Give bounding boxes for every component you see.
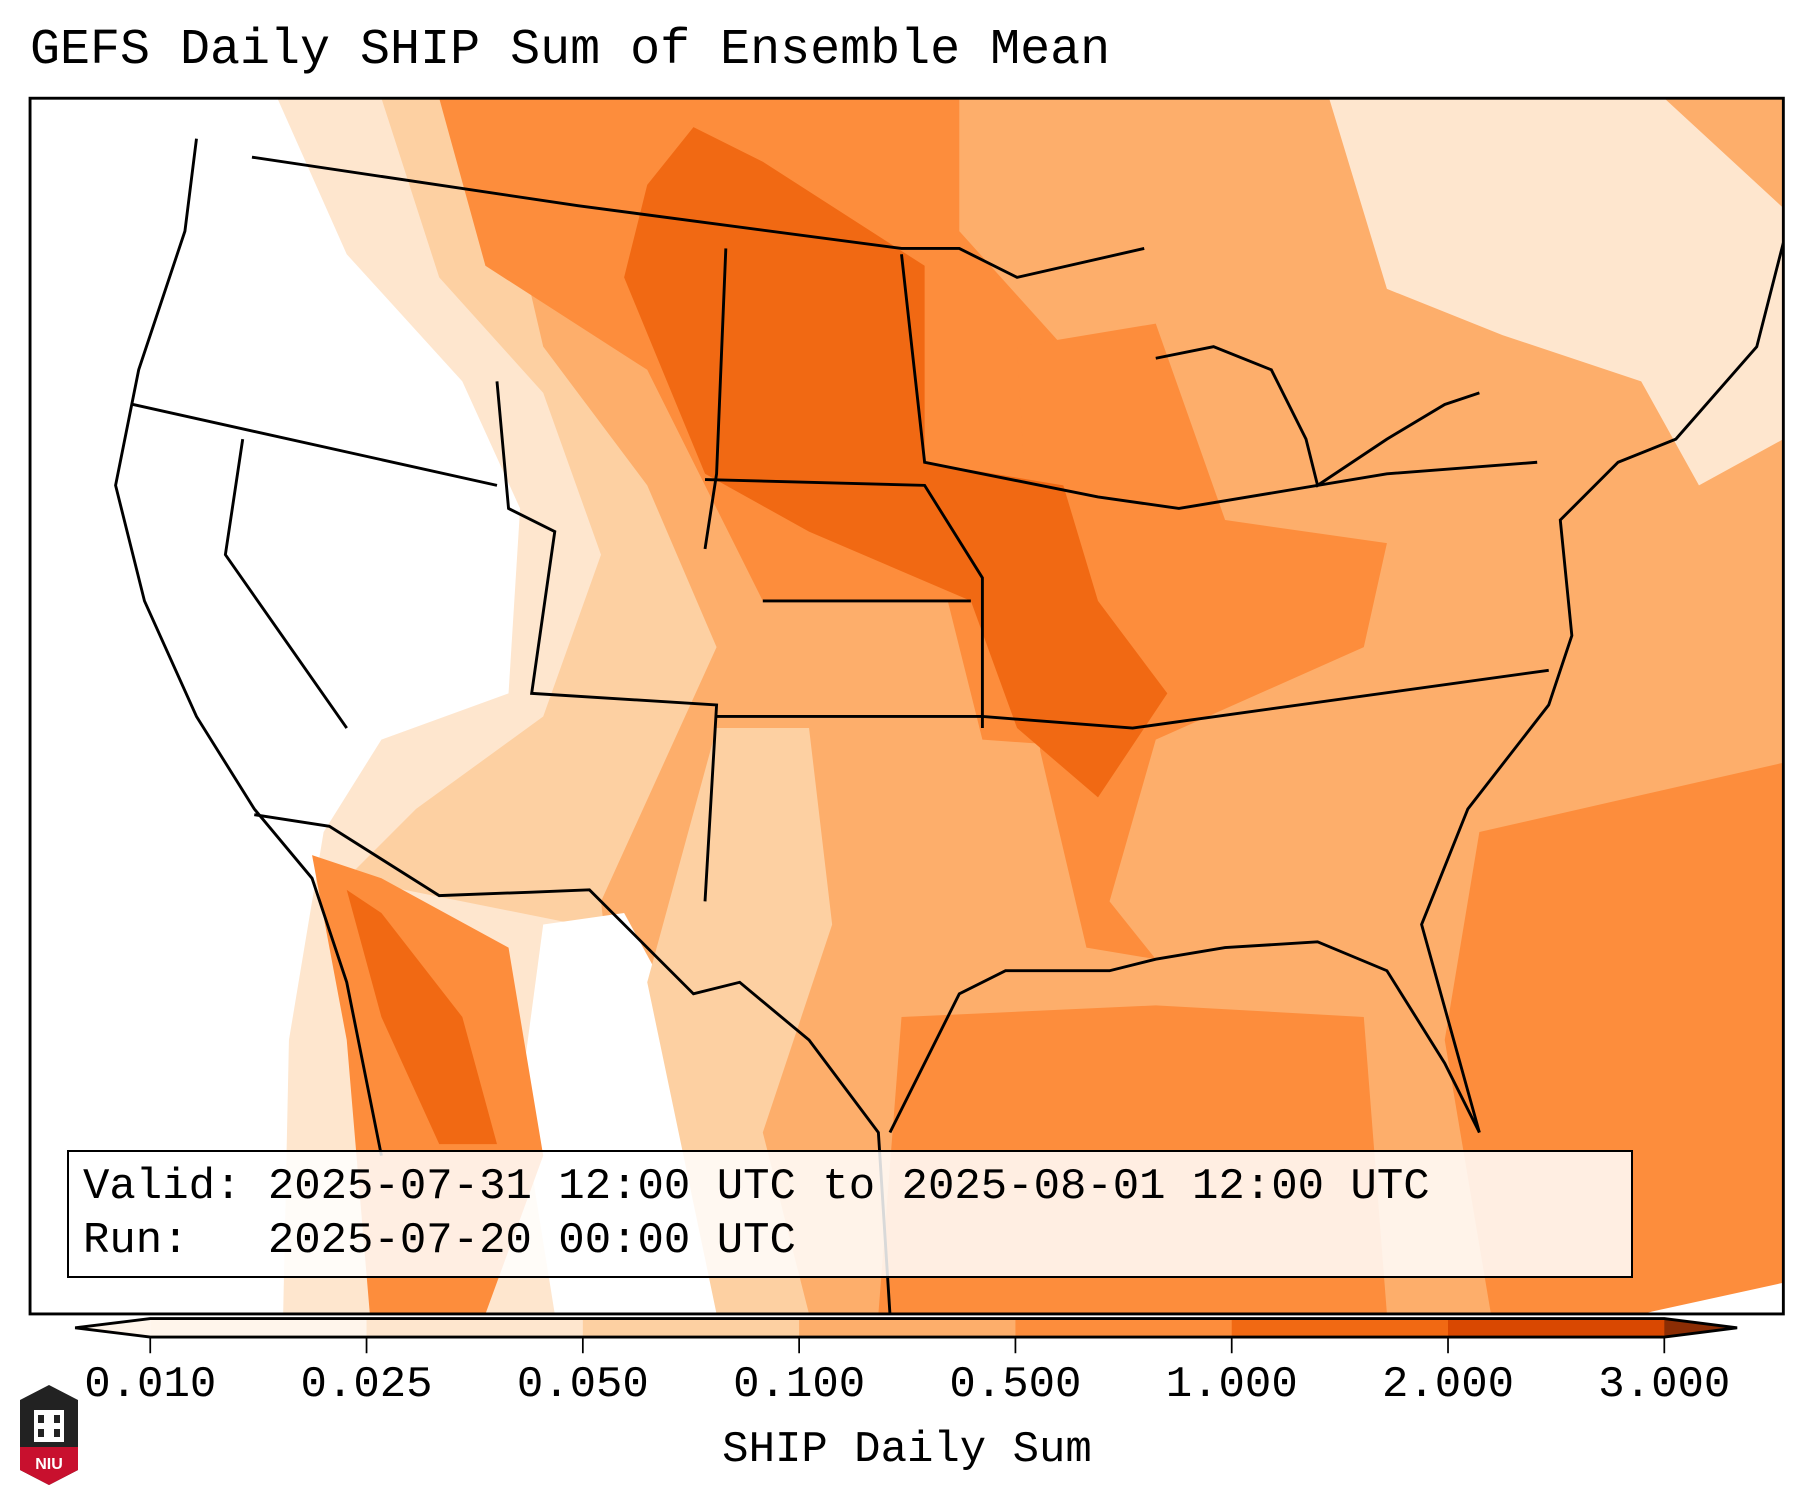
west-coast <box>114 138 383 1156</box>
colorbar-tick-label: 0.500 <box>949 1360 1082 1410</box>
niu-logo: NIU <box>20 1385 78 1485</box>
gulf-coast <box>888 940 1481 1134</box>
colorbar-segment <box>366 1318 584 1338</box>
colorbar-tick-label: 2.000 <box>1381 1360 1515 1410</box>
state-line-7 <box>132 403 498 487</box>
state-line-4 <box>716 668 1549 730</box>
field-midwest-c4 <box>1017 323 1387 960</box>
great-lakes <box>1155 345 1480 488</box>
boundary-lines <box>114 138 1784 1314</box>
colorbar-tick-label: 0.050 <box>516 1360 649 1410</box>
field-northeast-light <box>1329 98 1784 486</box>
east-coast <box>1420 242 1784 1133</box>
colorbar-segment <box>150 1318 368 1338</box>
run-value: 2025-07-20 00:00 UTC <box>267 1216 796 1266</box>
logo-text: NIU <box>35 1456 63 1473</box>
colorbar-segment <box>582 1318 800 1338</box>
heatmap-field <box>30 98 1784 1314</box>
state-line-8 <box>900 254 1538 510</box>
colorbar-extend-low <box>75 1318 151 1338</box>
canada-border <box>251 155 1145 279</box>
state-line-6 <box>223 438 348 729</box>
field-dakotas-c5 <box>624 127 1168 798</box>
run-label: Run: <box>83 1216 189 1266</box>
colorbar-extend-high <box>1664 1318 1738 1338</box>
chart-title: GEFS Daily SHIP Sum of Ensemble Mean <box>30 22 1111 79</box>
colorbar-segment <box>1015 1318 1233 1338</box>
colorbar-tick-label: 0.100 <box>733 1360 866 1410</box>
state-line-5 <box>495 381 719 902</box>
valid-label: Valid: <box>83 1162 242 1212</box>
colorbar-segment <box>1448 1318 1665 1338</box>
state-line-1 <box>703 248 728 550</box>
colorbar-segment <box>799 1318 1017 1338</box>
colorbar-tick-label: 3.000 <box>1598 1360 1731 1410</box>
field-offmap <box>1641 1282 1784 1314</box>
map-frame <box>28 96 1785 1316</box>
field-west-white <box>30 98 521 1314</box>
colorbar <box>74 1317 1738 1354</box>
info-box: Valid: 2025-07-31 12:00 UTC to 2025-08-0… <box>67 1150 1633 1278</box>
colorbar-tick-label: 1.000 <box>1165 1360 1298 1410</box>
colorbar-tick-label: 0.025 <box>300 1360 433 1410</box>
colorbar-segment <box>1231 1318 1449 1338</box>
valid-value: 2025-07-31 12:00 UTC to 2025-08-01 12:00… <box>267 1162 1430 1212</box>
state-line-2 <box>704 478 984 729</box>
colorbar-label: SHIP Daily Sum <box>722 1425 1092 1475</box>
colorbar-tick-label: 0.010 <box>84 1360 217 1410</box>
mexico-border <box>254 813 892 1314</box>
field-gulfcal-c5 <box>346 889 497 1145</box>
